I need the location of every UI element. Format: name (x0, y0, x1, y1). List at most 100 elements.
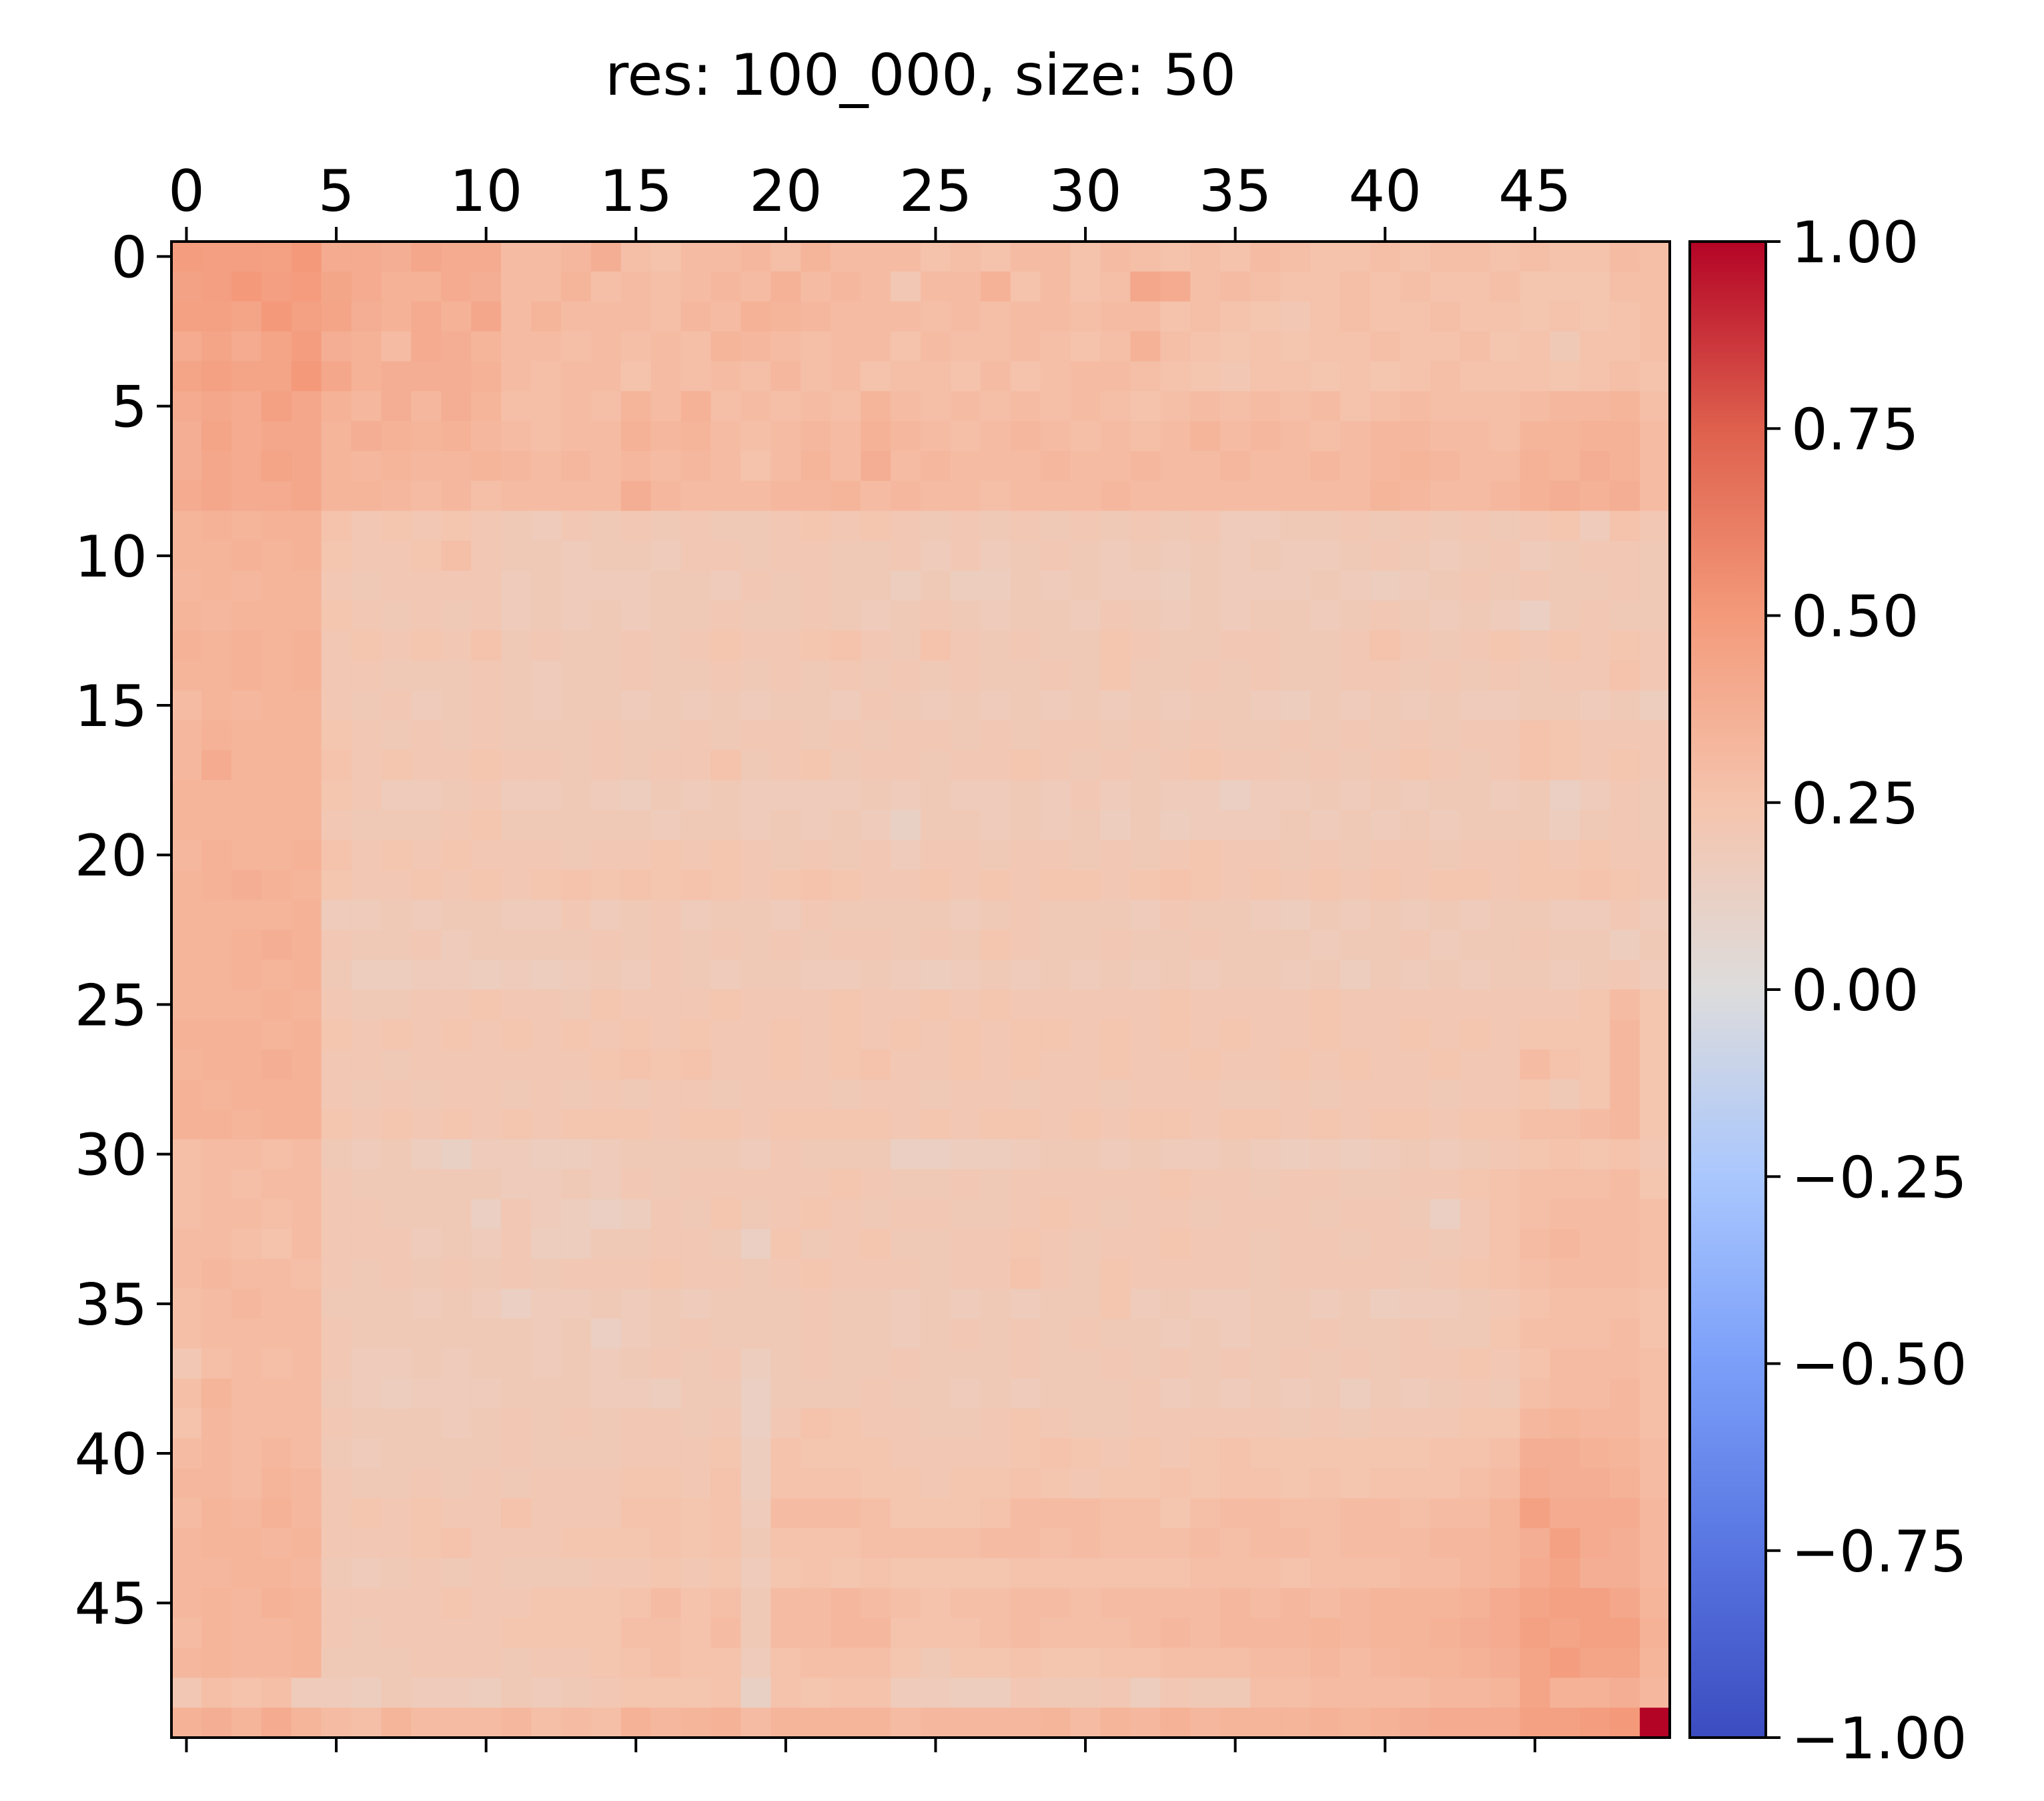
heatmap-cell (321, 1319, 352, 1349)
heatmap-cell (1520, 1109, 1550, 1140)
heatmap-cell (1220, 990, 1251, 1020)
heatmap-cell (441, 1708, 472, 1738)
heatmap-cell (1400, 1438, 1431, 1469)
heatmap-cell (980, 391, 1011, 422)
heatmap-cell (980, 750, 1011, 781)
heatmap-cell (1520, 1349, 1550, 1379)
heatmap-cell (1460, 660, 1491, 691)
heatmap-cell (921, 242, 951, 272)
heatmap-cell (1610, 1289, 1640, 1319)
heatmap-cell (680, 1198, 712, 1230)
y-tick-label: 5 (111, 374, 147, 441)
heatmap-cell (861, 601, 891, 631)
heatmap-cell (501, 1079, 532, 1110)
heatmap-cell (590, 1169, 622, 1200)
heatmap-cell (321, 630, 352, 661)
heatmap-cell (950, 331, 981, 362)
heatmap-cell (261, 720, 292, 751)
heatmap-cell (291, 780, 322, 811)
heatmap-cells (171, 242, 1670, 1738)
heatmap-cell (1400, 930, 1431, 960)
heatmap-cell (620, 1498, 652, 1529)
heatmap-cell (1130, 1468, 1161, 1499)
heatmap-cell (1550, 480, 1580, 512)
heatmap-cell (1010, 990, 1041, 1020)
heatmap-cell (1400, 242, 1431, 272)
heatmap-cell (1190, 421, 1221, 452)
heatmap-cell (950, 1349, 981, 1379)
heatmap-cell (861, 1198, 891, 1230)
heatmap-cell (261, 1708, 292, 1738)
heatmap-cell (1010, 1498, 1041, 1529)
heatmap-cell (171, 510, 202, 541)
heatmap-cell (680, 1109, 712, 1140)
heatmap-cell (740, 1139, 771, 1170)
heatmap-cell (501, 1498, 532, 1529)
heatmap-cell (411, 1109, 442, 1140)
heatmap-cell (801, 750, 831, 781)
heatmap-cell (771, 1109, 801, 1140)
heatmap-cell (381, 750, 412, 781)
heatmap-cell (411, 1438, 442, 1469)
heatmap-cell (771, 899, 801, 930)
heatmap-cell (1220, 1678, 1251, 1708)
heatmap-cell (1400, 1349, 1431, 1379)
heatmap-cell (980, 1349, 1011, 1379)
heatmap-cell (590, 421, 622, 452)
heatmap-cell (950, 1557, 981, 1589)
heatmap-cell (1640, 990, 1670, 1020)
heatmap-cell (1520, 541, 1550, 571)
heatmap-cell (740, 1378, 771, 1409)
heatmap-cell (710, 601, 742, 631)
heatmap-cell (1280, 1617, 1311, 1649)
heatmap-cell (740, 391, 771, 422)
heatmap-cell (740, 1648, 771, 1678)
heatmap-cell (1070, 1019, 1101, 1050)
heatmap-cell (1190, 1617, 1221, 1649)
heatmap-cell (1340, 510, 1371, 541)
heatmap-cell (171, 809, 202, 841)
heatmap-cell (501, 450, 532, 482)
heatmap-cell (471, 450, 502, 482)
heatmap-cell (411, 1678, 442, 1708)
heatmap-cell (801, 1528, 831, 1559)
heatmap-cell (321, 720, 352, 751)
heatmap-cell (771, 630, 801, 661)
heatmap-cell (1460, 1617, 1491, 1649)
heatmap-cell (650, 720, 682, 751)
heatmap-cell (471, 1258, 502, 1289)
heatmap-cell (1520, 1258, 1550, 1289)
heatmap-cell (501, 630, 532, 661)
heatmap-cell (831, 1438, 861, 1469)
heatmap-cell (1490, 1408, 1520, 1439)
heatmap-cell (1070, 1678, 1101, 1708)
heatmap-cell (381, 1319, 412, 1349)
heatmap-cell (1400, 750, 1431, 781)
heatmap-cell (650, 1349, 682, 1379)
heatmap-cell (710, 271, 742, 302)
heatmap-cell (501, 1648, 532, 1678)
heatmap-cell (1010, 1408, 1041, 1439)
heatmap-cell (1340, 331, 1371, 362)
heatmap-cell (1310, 1319, 1341, 1349)
heatmap-cell (321, 660, 352, 691)
heatmap-cell (381, 271, 412, 302)
heatmap-cell (1190, 780, 1221, 811)
heatmap-cell (891, 1049, 921, 1080)
heatmap-cell (590, 1049, 622, 1080)
heatmap-cell (1100, 1319, 1131, 1349)
heatmap-cell (531, 1319, 562, 1349)
heatmap-cell (321, 1587, 352, 1619)
heatmap-cell (1250, 750, 1281, 781)
heatmap-cell (1340, 541, 1371, 571)
heatmap-cell (261, 1258, 292, 1289)
heatmap-cell (291, 990, 322, 1020)
heatmap-cell (411, 1557, 442, 1589)
heatmap-cell (980, 1289, 1011, 1319)
heatmap-cell (1310, 660, 1341, 691)
heatmap-cell (950, 899, 981, 930)
heatmap-cell (921, 510, 951, 541)
heatmap-cell (381, 301, 412, 332)
heatmap-cell (861, 361, 891, 392)
heatmap-cell (950, 1408, 981, 1439)
